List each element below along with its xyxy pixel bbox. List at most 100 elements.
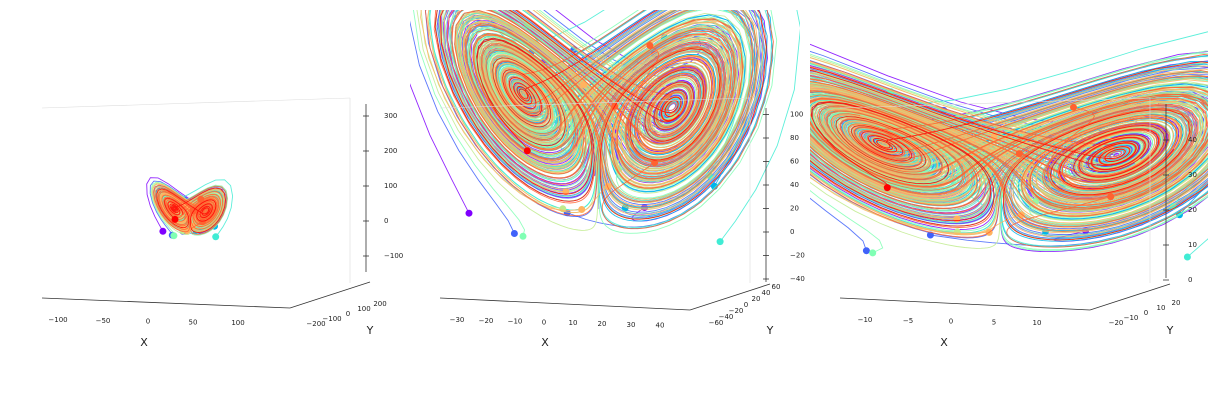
z-tick-label: −20 [790,252,805,260]
y-tick-label: 0 [346,310,350,318]
z-tick-label: 0 [384,217,388,225]
x-tick-label: 40 [656,322,665,330]
series-start-point [1070,103,1077,111]
z-tick-label: 300 [384,112,397,120]
x-tick-label: −10 [508,318,523,326]
x-tick-label: −5 [903,317,913,325]
series-start-point [562,188,570,196]
series-line [155,187,224,230]
x-tick-label: 100 [231,319,244,327]
y-tick-label: −20 [1109,319,1124,327]
z-tick-label: 0 [790,228,794,236]
x-tick-label: −50 [96,317,111,325]
x-tick-label: 0 [542,318,546,326]
y-tick-label: 60 [772,283,781,291]
series-line [810,60,1208,238]
x-axis-line [41,297,291,309]
y-tick-label: −100 [322,315,341,323]
z-tick-label: 80 [790,134,799,142]
series-start-point [1183,253,1191,261]
series-start-point [883,184,891,192]
series-line [433,10,754,204]
series-start-point [869,249,877,257]
x-tick-label: 5 [992,318,996,326]
x-axis-label: X [140,336,148,349]
series-start-point [862,247,870,255]
y-tick-label: 20 [1172,299,1181,307]
z-tick-label: 20 [1188,206,1197,214]
series-line [156,187,226,233]
series-start-point [1017,211,1025,219]
y-tick-label: −40 [719,313,734,321]
trajectories-group [800,31,1208,261]
z-tick-label: 40 [1188,136,1197,144]
series-start-point [716,238,724,246]
z-tick-label: 60 [790,158,799,166]
y-tick-label: −10 [1124,314,1139,322]
z-tick-label: 30 [1188,171,1197,179]
series-start-point [465,209,473,217]
z-tick-label: 10 [1188,241,1197,249]
series-line [434,10,767,220]
x-tick-label: −30 [450,316,465,324]
y-tick-label: 0 [744,301,748,309]
series-start-point [800,232,807,239]
trajectories-group [146,177,234,241]
y-axis-line [1089,283,1171,311]
series-start-point [159,227,167,235]
x-tick-label: 0 [949,318,953,326]
z-tick-label: 100 [384,182,397,190]
x-tick-label: 20 [598,320,607,328]
x-tick-label: 10 [1033,319,1042,327]
series-start-point [1107,193,1115,201]
series-start-point [170,232,178,240]
x-axis-line [839,297,1091,311]
x-tick-label: 30 [627,321,636,329]
y-axis-line [289,281,371,309]
x-tick-label: 10 [569,319,578,327]
series-start-point [212,233,220,241]
series-start-point [519,232,527,240]
z-tick-label: −100 [384,252,403,260]
x-axis-line [439,297,691,311]
y-tick-label: 40 [762,289,771,297]
y-axis-label: Y [366,324,374,337]
series-start-point [171,215,179,223]
series-line [425,10,744,217]
trajectories-group [410,10,800,246]
z-tick-label: 40 [790,181,799,189]
x-tick-label: −20 [479,317,494,325]
series-line [810,54,1208,248]
series-start-point [1015,150,1023,158]
z-tick-label: 200 [384,147,397,155]
x-tick-label: −100 [48,316,67,324]
y-tick-label: 20 [752,295,761,303]
series-start-point [646,42,654,49]
x-tick-label: 50 [189,318,198,326]
series-line [153,184,221,233]
series-line [810,61,1208,241]
y-axis-line [689,283,771,311]
z-tick-label: −40 [790,275,805,283]
pane-edge [41,97,351,109]
y-axis-label: Y [1166,324,1174,337]
pane-edge [839,97,1151,109]
y-tick-label: 10 [1157,304,1166,312]
series-line [443,10,761,211]
z-tick-label: 20 [790,205,799,213]
y-tick-label: 200 [373,300,386,308]
x-axis-label: X [541,336,549,349]
y-tick-label: −20 [729,307,744,315]
y-tick-label: 0 [1144,309,1148,317]
z-tick-label: 0 [1188,276,1192,284]
x-tick-label: 0 [146,318,150,326]
y-tick-label: −200 [306,320,325,328]
series-start-point [926,231,934,239]
z-tick-label: 100 [790,111,803,119]
series-line [810,68,1208,234]
series-start-point [523,147,531,155]
y-axis-label: Y [766,324,774,337]
